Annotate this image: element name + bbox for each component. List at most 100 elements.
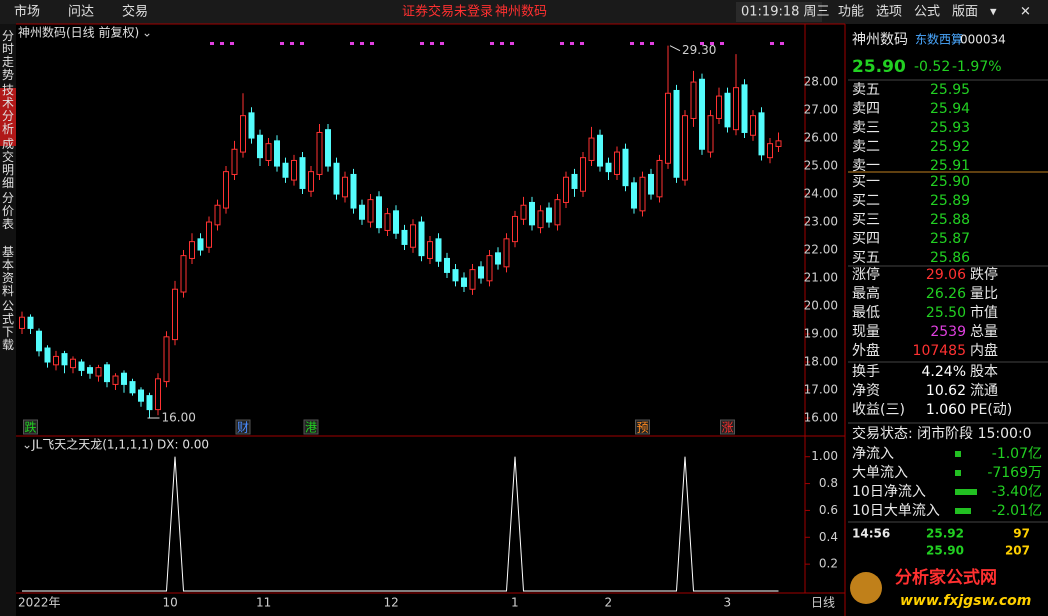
signal-dot [440, 42, 444, 45]
bid-price: 25.88 [930, 212, 970, 228]
side-tab[interactable]: 分时走势 [2, 29, 14, 82]
y-tick-label: 27.00 [804, 103, 838, 117]
candle-body [648, 173, 654, 195]
event-box [235, 419, 251, 435]
change: -0.52 [914, 59, 950, 75]
logo: 分析家公式网 [895, 567, 997, 588]
stat-label: 股本 [970, 364, 998, 380]
signal-dot [580, 42, 584, 45]
menu-stock: 神州数码 [495, 5, 547, 20]
y-tick-label: 21.00 [804, 271, 838, 285]
stat-value: 25.50 [926, 305, 966, 321]
candle-body [265, 143, 272, 161]
y-tick-label: 25.00 [804, 159, 838, 173]
stat-label: 最高 [852, 285, 880, 302]
x-unit[interactable]: 日线 [811, 596, 835, 610]
window-button[interactable]: ✕ [1020, 5, 1031, 20]
candle-body [36, 330, 42, 352]
candle-body [342, 176, 348, 198]
menu-item[interactable]: 功能 [838, 5, 864, 20]
candle-body [622, 148, 629, 187]
menu-item[interactable]: 问达 [68, 5, 94, 20]
candle-body [53, 355, 59, 366]
candle-body [206, 221, 212, 248]
stat-value: 2539 [930, 324, 966, 340]
bid-price: 25.87 [930, 231, 970, 247]
indicator-line [22, 456, 779, 592]
stat-label: 收益(三) [852, 402, 905, 418]
menu-item[interactable]: 公式 [914, 5, 940, 20]
side-tab[interactable]: 成交明细 [2, 137, 14, 190]
bid-price: 25.89 [930, 193, 970, 209]
side-tab[interactable]: 分价表 [2, 191, 14, 231]
candle-body [775, 140, 782, 147]
signal-dot [720, 42, 724, 45]
signal-dot [630, 42, 634, 45]
menu-item[interactable]: 市场 [14, 4, 40, 20]
event-marker: 跌 [24, 420, 36, 435]
ask-price: 25.92 [930, 139, 970, 155]
stat-label: 流通 [970, 383, 998, 399]
stat-label: 外盘 [852, 342, 880, 359]
menu-item[interactable]: 版面 [952, 5, 978, 20]
candle-body [716, 95, 722, 119]
candle-body [27, 316, 34, 329]
candle-body [452, 269, 459, 282]
min-label: 16.00 [162, 411, 196, 425]
signal-dot [490, 42, 494, 45]
x-tick-label: 3 [724, 596, 732, 610]
bid-label: 买四 [852, 231, 880, 247]
flow-bar [955, 489, 977, 495]
stat-label: 净资 [852, 383, 880, 399]
bid-label: 买五 [852, 250, 880, 266]
indicator-title: JL飞天之天龙(1,1,1,1) [31, 438, 154, 452]
stock-code: 000034 [960, 33, 1006, 47]
side-tab[interactable]: 公式下载 [2, 299, 14, 352]
side-tab[interactable]: 基本资料 [2, 245, 14, 298]
tick-volume: 207 [1005, 544, 1030, 558]
window-button[interactable]: ▾ [990, 5, 997, 20]
max-label: 29.30 [682, 43, 716, 57]
menu-item[interactable]: 交易 [122, 4, 148, 20]
panel-lines [848, 79, 1048, 523]
ask-label: 卖一 [852, 158, 880, 174]
candle-body [410, 224, 416, 248]
signal-dot [570, 42, 574, 45]
change-pct: -1.97% [952, 59, 1002, 75]
title-icon[interactable]: ⌄ [142, 26, 152, 40]
candle-body [282, 162, 289, 178]
candle-body [325, 129, 331, 167]
indicator-icon[interactable]: ⌄ [22, 438, 32, 452]
side-tab[interactable]: 技术分析 [2, 83, 14, 136]
x-tick-label: 1 [511, 596, 519, 610]
signal-dot [640, 42, 644, 45]
ask-label: 卖四 [852, 101, 880, 117]
candle-body [231, 148, 238, 175]
event-marker: 涨 [721, 420, 733, 435]
stat-value: 29.06 [926, 267, 966, 283]
concept[interactable]: 东数西算 [915, 32, 963, 47]
candle-body [78, 361, 85, 371]
tick-price: 25.90 [926, 544, 964, 558]
ask-price: 25.95 [930, 82, 970, 98]
tick-price: 25.92 [926, 527, 964, 541]
login-notice[interactable]: 证券交易未登录 [402, 4, 493, 20]
ask-price: 25.91 [930, 158, 970, 174]
candle-body [61, 353, 68, 366]
candle-body [274, 140, 280, 167]
candle-body [214, 204, 221, 226]
clock: 01:19:18 周三 [741, 5, 830, 20]
signal-dot [230, 42, 234, 45]
candle-body [580, 157, 586, 192]
bid-label: 买二 [852, 193, 880, 209]
flow-bar [955, 508, 971, 514]
menu-item[interactable]: 选项 [876, 5, 902, 20]
y-tick-label: 0.8 [819, 476, 838, 490]
stat-label: 涨停 [852, 266, 880, 283]
candle-body [503, 238, 510, 268]
candle-body [656, 159, 663, 198]
event-marker: 财 [237, 421, 249, 435]
ask-price: 25.94 [930, 101, 970, 117]
signal-dot [710, 42, 714, 45]
